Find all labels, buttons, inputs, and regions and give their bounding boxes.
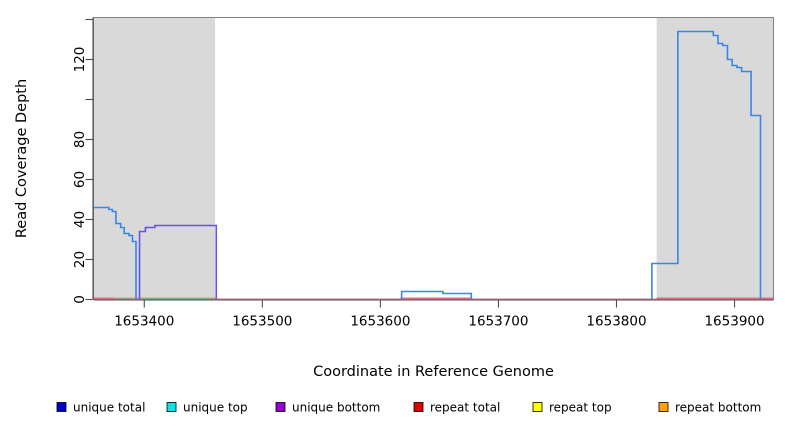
legend-swatch-repeat-bottom [658, 402, 669, 412]
y-axis-title: Read Coverage Depth [14, 79, 30, 238]
legend-label-unique-total: unique total [73, 400, 145, 414]
legend-swatch-repeat-top [532, 402, 543, 412]
y-tick-label: 120 [72, 47, 88, 73]
x-axis: 1653400 1653500 1653600 1653700 1653800 16539… [93, 299, 774, 330]
shaded-regions [93, 17, 774, 300]
legend-label-unique-top: unique top [183, 400, 248, 414]
x-tick-label: 1653400 [114, 314, 174, 330]
repeat-region-right [656, 17, 774, 300]
legend-label-unique-bottom: unique bottom [292, 400, 380, 414]
legend-swatch-repeat-total [413, 402, 424, 412]
y-tick-label: 60 [72, 171, 88, 188]
axis-titles: Coordinate in Reference Genome Read Cover… [14, 79, 554, 380]
x-axis-title: Coordinate in Reference Genome [313, 364, 554, 380]
y-tick-label: 80 [72, 131, 88, 148]
x-tick-label: 1653600 [350, 314, 410, 330]
legend-label-repeat-total: repeat total [430, 400, 500, 414]
legend-swatch-unique-total [56, 402, 67, 412]
x-tick-label: 1653800 [586, 314, 646, 330]
y-tick-label: 40 [72, 211, 88, 228]
legend-label-repeat-top: repeat top [549, 400, 612, 414]
x-tick-label: 1653700 [468, 314, 528, 330]
legend-label-repeat-bottom: repeat bottom [675, 400, 761, 414]
y-tick-label: 20 [72, 251, 88, 268]
legend: unique total unique top unique bottom repea… [56, 400, 761, 414]
legend-swatch-unique-top [166, 402, 177, 412]
x-tick-label: 1653500 [232, 314, 292, 330]
legend-swatch-unique-bottom [275, 402, 286, 412]
repeat-region-left [93, 17, 216, 300]
x-tick-label: 1653900 [704, 314, 764, 330]
y-axis: 0 20 40 60 80 120 [72, 17, 94, 304]
y-tick-label: 0 [72, 295, 88, 304]
series-unique-bottom [93, 224, 774, 301]
